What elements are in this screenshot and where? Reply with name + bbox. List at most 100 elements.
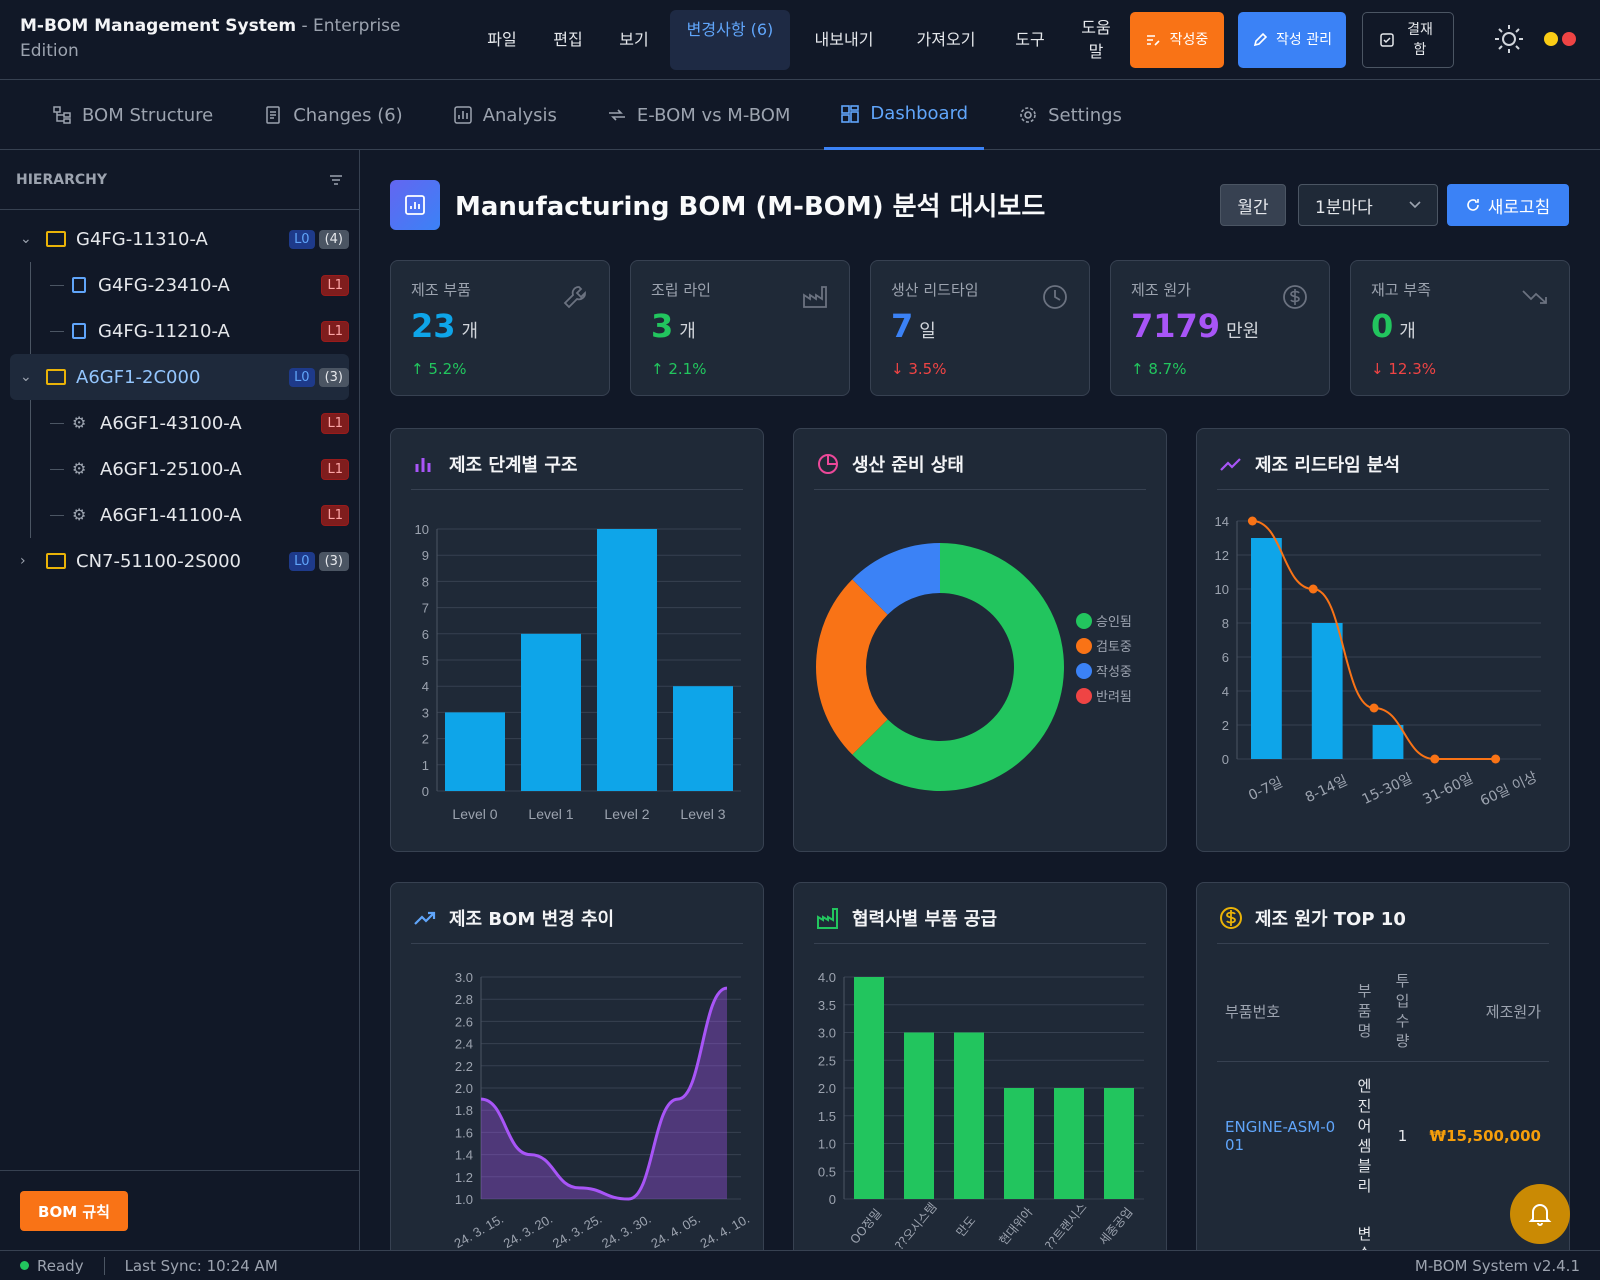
x-tick-label: 현대위아 xyxy=(996,1205,1035,1248)
kpi-value: 23 xyxy=(411,307,456,345)
menu-export[interactable]: 내보내기 xyxy=(814,30,874,49)
period-toggle[interactable]: 월간 xyxy=(1220,184,1286,226)
tree-node-a6gf1-41100-a[interactable]: ⚙ A6GF1-41100-A L1 xyxy=(10,492,349,538)
manage-drafts-button[interactable]: 작성 관리 xyxy=(1238,12,1346,68)
y-tick-label: 8 xyxy=(1222,616,1229,631)
card-change-trend: 제조 BOM 변경 추이 1.0 1.2 1.4 1.6 1.8 2.0 2.2 2.4 2.6… xyxy=(390,882,764,1262)
cell-cost: ₩15,500,000 xyxy=(1429,1127,1541,1145)
donut-slice xyxy=(852,543,940,615)
y-tick-label: 2.6 xyxy=(455,1014,473,1029)
legend-label: 작성중 xyxy=(1096,665,1132,680)
tree-node-a6gf1-2c000[interactable]: ⌄ A6GF1-2C000 L0 (3) xyxy=(10,354,349,400)
level-badge: L0 xyxy=(289,229,315,249)
menu-view[interactable]: 보기 xyxy=(619,30,649,49)
table-row[interactable]: ENGINE-ASM-001 엔진어셈블리 1 ₩15,500,000 xyxy=(1217,1062,1549,1211)
close-dot[interactable] xyxy=(1562,32,1576,46)
tree-node-g4fg-11310-a[interactable]: ⌄ G4FG-11310-A L0 (4) xyxy=(10,216,349,262)
tab-dashboard[interactable]: Dashboard xyxy=(824,80,985,150)
tab-ebom-vs-mbom[interactable]: E-BOM vs M-BOM xyxy=(591,80,807,150)
tree-node-g4fg-11210-a[interactable]: G4FG-11210-A L1 xyxy=(10,308,349,354)
chevron-down-icon xyxy=(1409,201,1421,209)
tree-node-a6gf1-43100-a[interactable]: ⚙ A6GF1-43100-A L1 xyxy=(10,400,349,446)
supplier-bar-chart: 0 0.5 1.0 1.5 2.0 2.5 3.0 3.5 4.0 OO정밀 ??오시스템 만도 현대위… xyxy=(818,970,1144,1253)
bom-rules-button[interactable]: BOM 규칙 xyxy=(20,1191,128,1231)
kpi-unit: 개 xyxy=(461,321,479,342)
chevron-down-icon[interactable]: ⌄ xyxy=(20,369,32,385)
sun-icon[interactable] xyxy=(1494,24,1524,54)
tab-label: Settings xyxy=(1048,104,1122,126)
tree-connector xyxy=(50,284,64,286)
sidebar-title: HIERARCHY xyxy=(16,171,108,188)
tab-label: Dashboard xyxy=(870,103,969,124)
menu-changes[interactable]: 변경사항 (6) xyxy=(670,10,790,70)
document-icon xyxy=(266,106,280,124)
y-tick-label: 8 xyxy=(422,574,429,589)
kpi-delta: ↓ 12.3% xyxy=(1371,360,1436,378)
kpi-label: 조립 라인 xyxy=(651,281,711,299)
approval-box-button[interactable]: 결재함 xyxy=(1362,12,1454,68)
cell-part-no[interactable]: ENGINE-ASM-001 xyxy=(1225,1118,1336,1154)
kpi-value-wrap: 23 개 xyxy=(411,306,589,352)
legend-swatch xyxy=(1076,663,1092,679)
drafting-button[interactable]: 작성중 xyxy=(1130,12,1224,68)
tab-analysis[interactable]: Analysis xyxy=(437,80,573,150)
count-badge: (4) xyxy=(318,229,349,249)
col-part-name-text: 부품명 xyxy=(1357,982,1372,1040)
y-tick-label: 2.0 xyxy=(455,1081,473,1096)
x-tick-label: 24. 3. 25. xyxy=(550,1211,604,1251)
chevron-right-icon[interactable]: › xyxy=(20,553,26,569)
cost-table: 부품번호 부품명 투입수량 제조원가 ENGINE-ASM-001 엔진어셈블리… xyxy=(1217,961,1549,1261)
tree-node-label: A6GF1-43100-A xyxy=(100,412,242,434)
menu-tools[interactable]: 도구 xyxy=(1015,30,1045,49)
tree-node-cn7-51100-2s000[interactable]: › CN7-51100-2S000 L0 (3) xyxy=(10,538,349,584)
tab-settings[interactable]: Settings xyxy=(1002,80,1138,150)
y-tick-label: 1.0 xyxy=(455,1192,473,1207)
level-badge: L1 xyxy=(321,274,349,296)
bell-icon xyxy=(1528,1204,1552,1226)
card-title-text: 협력사별 부품 공급 xyxy=(852,909,998,930)
filter-icon[interactable] xyxy=(329,174,343,186)
y-tick-label: 3.5 xyxy=(818,998,836,1013)
level-badge: L1 xyxy=(321,412,349,434)
y-tick-label: 3.0 xyxy=(818,1026,836,1041)
tree-node-g4fg-23410-a[interactable]: G4FG-23410-A L1 xyxy=(10,262,349,308)
kpi-unit: 만원 xyxy=(1226,321,1260,342)
factory-icon xyxy=(817,908,838,929)
tab-changes[interactable]: Changes (6) xyxy=(247,80,419,150)
x-tick-label: 만도 xyxy=(953,1213,978,1239)
y-tick-label: 2.0 xyxy=(818,1081,836,1096)
refresh-interval-select[interactable]: 1분마다 xyxy=(1298,184,1438,226)
area-fill xyxy=(481,988,727,1199)
bar xyxy=(597,529,657,791)
tree-node-label: G4FG-11210-A xyxy=(98,320,230,342)
y-tick-label: 0 xyxy=(829,1192,836,1207)
tab-label: Changes (6) xyxy=(293,104,403,126)
minimize-dot[interactable] xyxy=(1544,32,1558,46)
card-title: 협력사별 부품 공급 xyxy=(816,905,997,931)
refresh-button[interactable]: 새로고침 xyxy=(1447,184,1569,226)
kpi-delta: ↑ 8.7% xyxy=(1131,360,1187,378)
menu-file[interactable]: 파일 xyxy=(487,30,517,49)
menu-help[interactable]: 도움말 xyxy=(1081,18,1111,61)
last-sync: Last Sync: 10:24 AM xyxy=(124,1256,278,1275)
x-tick-label: OO정밀 xyxy=(847,1206,884,1246)
gear-icon xyxy=(1020,107,1036,123)
y-tick-label: 7 xyxy=(422,601,429,616)
kpi-value: 0 xyxy=(1371,307,1394,345)
x-tick-label: ??오시스템 xyxy=(892,1200,939,1253)
tab-bom-structure[interactable]: BOM Structure xyxy=(36,80,229,150)
y-tick-label: 9 xyxy=(422,548,429,563)
refresh-icon xyxy=(1466,199,1479,211)
legend-swatch xyxy=(1076,613,1092,629)
card-leadtime-analysis: 제조 리드타임 분석 0 2 4 6 8 10 12 14 0-7일 8-14일 15-30일 31-… xyxy=(1196,428,1570,852)
tree-node-a6gf1-25100-a[interactable]: ⚙ A6GF1-25100-A L1 xyxy=(10,446,349,492)
factory-icon xyxy=(803,286,827,308)
menu-edit[interactable]: 편집 xyxy=(553,30,583,49)
notification-button[interactable] xyxy=(1510,1184,1570,1244)
card-title-text: 제조 BOM 변경 추이 xyxy=(449,909,615,930)
menu-import[interactable]: 가져오기 xyxy=(916,30,976,49)
y-tick-label: 1.4 xyxy=(455,1148,473,1163)
chevron-down-icon[interactable]: ⌄ xyxy=(20,231,32,247)
file-icon xyxy=(72,277,86,293)
